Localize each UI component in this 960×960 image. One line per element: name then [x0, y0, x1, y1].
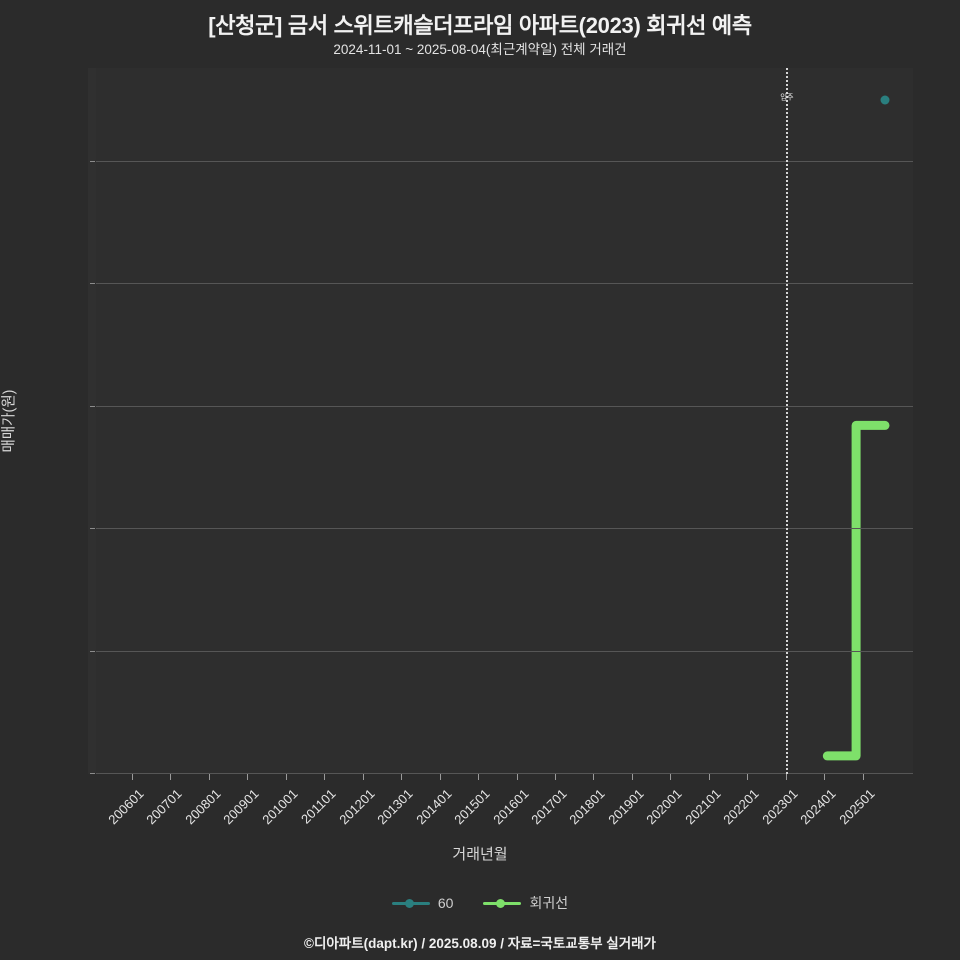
- y-tick-mark: [90, 161, 95, 162]
- x-tick-mark: [285, 774, 287, 780]
- x-tick-label: 201301: [374, 786, 416, 828]
- x-tick-label: 201001: [259, 786, 301, 828]
- x-tick-mark: [478, 774, 480, 780]
- regression-line-path: [822, 420, 890, 761]
- x-tick-label: 200601: [105, 786, 147, 828]
- x-tick-label: 201601: [489, 786, 532, 828]
- x-tick-mark: [785, 774, 787, 780]
- x-tick-label: 202501: [835, 786, 878, 828]
- x-tick-mark: [824, 774, 826, 780]
- x-tick-mark: [670, 774, 672, 780]
- movein-marker-label: 입주: [780, 92, 794, 102]
- x-tick-mark: [362, 774, 364, 780]
- x-tick-mark: [593, 774, 595, 780]
- chart-subtitle: 2024-11-01 ~ 2025-08-04(최근계약일) 전체 거래건: [333, 42, 627, 57]
- y-gridline: [96, 405, 913, 407]
- data-point-marker[interactable]: [880, 95, 890, 105]
- legend-item[interactable]: 회귀선: [483, 893, 568, 913]
- x-tick-label: 201501: [451, 786, 493, 828]
- movein-marker-line: [785, 68, 788, 774]
- x-tick-mark: [516, 774, 518, 780]
- plot-left-margin-strip: [88, 68, 96, 774]
- x-tick-mark: [247, 774, 249, 780]
- x-tick-label: 202201: [720, 786, 762, 828]
- x-tick-label: 201801: [566, 786, 608, 828]
- legend-item-label: 회귀선: [529, 895, 569, 911]
- x-tick-label: 200901: [220, 786, 262, 828]
- plot-area: 1.95억2억2.05억2.1억2.15억2.2억200601200701200…: [90, 68, 913, 827]
- x-tick-label: 201901: [605, 786, 647, 828]
- y-tick-mark: [90, 405, 95, 407]
- x-tick-mark: [708, 774, 710, 780]
- y-tick-mark: [90, 773, 95, 774]
- x-tick-mark: [401, 774, 403, 780]
- y-tick-mark: [90, 650, 95, 652]
- x-tick-label: 202401: [797, 786, 839, 828]
- x-tick-mark: [170, 774, 172, 780]
- x-tick-label: 201201: [336, 786, 378, 828]
- x-tick-mark: [132, 774, 133, 780]
- x-tick-label: 201401: [412, 786, 455, 828]
- y-gridline: [96, 650, 913, 652]
- x-tick-label: 202001: [643, 786, 685, 828]
- x-axis-title: 거래년월: [452, 846, 508, 863]
- y-gridline: [96, 283, 913, 285]
- y-axis-title: 매매가(원): [1, 389, 18, 453]
- legend-swatch-icon: [483, 897, 522, 909]
- x-tick-label: 200801: [182, 786, 224, 828]
- x-tick-mark: [862, 774, 864, 780]
- legend-swatch-icon: [391, 897, 430, 909]
- x-tick-mark: [554, 774, 556, 780]
- x-tick-label: 201101: [298, 786, 339, 827]
- y-gridline: [96, 528, 913, 530]
- x-tick-mark: [439, 774, 441, 780]
- x-tick-label: 202301: [758, 786, 801, 828]
- regression-line-series: [822, 420, 890, 761]
- x-tick-label: 202101: [682, 786, 724, 828]
- y-gridline: [96, 161, 913, 162]
- footer-credit: ©디아파트(dapt.kr) / 2025.08.09 / 자료=국토교통부 실…: [304, 936, 656, 951]
- legend-item[interactable]: 60: [391, 895, 454, 911]
- y-tick-mark: [90, 528, 95, 530]
- legend-item-label: 60: [437, 895, 454, 911]
- chart-legend: 60 회귀선: [0, 893, 960, 913]
- y-tick-mark: [90, 283, 95, 285]
- page-title: [산청군] 금서 스위트캐슬더프라임 아파트(2023) 회귀선 예측: [208, 13, 752, 38]
- x-tick-mark: [208, 774, 210, 780]
- x-tick-mark: [631, 774, 633, 780]
- x-tick-mark: [747, 774, 749, 780]
- x-tick-mark: [324, 774, 326, 780]
- x-tick-label: 200701: [143, 786, 186, 828]
- x-tick-label: 201701: [528, 786, 570, 828]
- y-gridline: [96, 773, 913, 774]
